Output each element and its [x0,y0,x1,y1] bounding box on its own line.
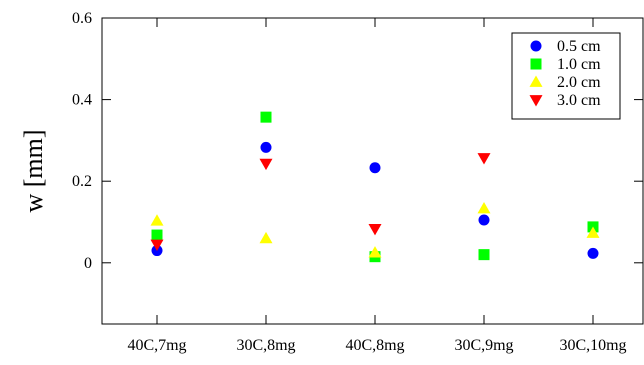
data-point [477,202,491,214]
legend-label: 3.0 cm [557,92,601,109]
legend-label: 0.5 cm [557,38,601,55]
legend-marker [530,40,542,52]
x-tick-label: 30C,9mg [454,337,513,354]
legend-label: 2.0 cm [557,74,601,91]
plot-frame [101,17,644,325]
legend-label: 1.0 cm [557,56,601,73]
x-tick-label: 40C,7mg [127,337,186,354]
data-point [369,162,381,174]
x-axis: 40C,7mg 30C,8mg 40C,8mg 30C,9mg 30C,10mg [127,18,627,354]
legend-marker [530,58,542,70]
x-tick-label: 40C,8mg [345,337,404,354]
data-point [586,226,600,238]
data-point [150,214,164,226]
legend-marker [529,75,543,87]
data-point [150,239,164,251]
data-points [150,111,600,263]
data-point [478,249,490,261]
x-tick-label: 30C,8mg [236,337,295,354]
y-tick-label: 0.6 [72,10,92,27]
y-axis-label: w [mm] [19,129,48,212]
legend-box [511,32,621,120]
y-tick-label: 0 [84,255,92,272]
data-point [259,158,273,171]
data-point [587,247,599,259]
data-point [260,141,272,153]
x-tick-label: 30C,10mg [559,337,626,354]
data-point [259,231,273,244]
legend: 0.5 cm1.0 cm2.0 cm3.0 cm [511,32,621,120]
data-point [478,214,490,226]
data-point [368,224,382,236]
y-axis: 0 0.2 0.4 0.6 [72,10,643,272]
y-tick-label: 0.4 [72,92,92,109]
y-tick-label: 0.2 [72,173,92,190]
data-point [368,246,382,258]
legend-marker [529,95,543,107]
data-point [151,229,163,241]
data-point [477,153,491,165]
data-point [260,111,272,123]
plot-border [101,17,644,325]
